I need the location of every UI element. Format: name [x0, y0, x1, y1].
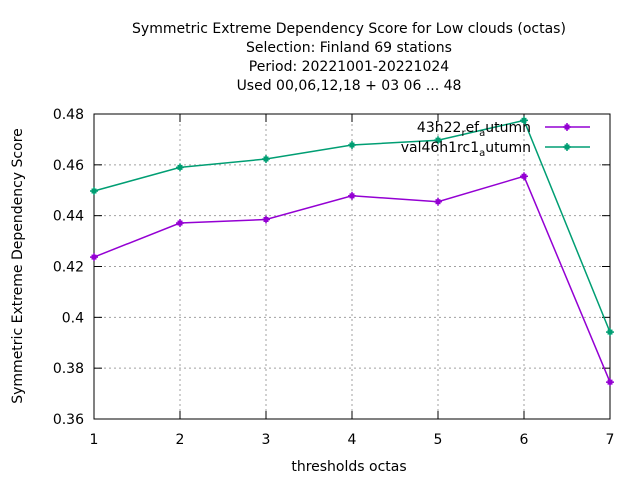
series-2	[90, 116, 614, 337]
legend-label: val46h1rc1autumn	[401, 140, 531, 159]
data-point	[563, 123, 571, 131]
data-point	[176, 219, 184, 228]
y-tick-label: 0.48	[53, 107, 84, 123]
data-point	[348, 141, 356, 150]
data-point	[262, 154, 270, 163]
data-point	[520, 172, 528, 181]
legend-item: 43h22refautumn	[417, 120, 590, 139]
x-tick-label: 5	[434, 432, 443, 448]
series-1	[90, 172, 614, 387]
data-point	[176, 163, 184, 172]
legend-label: 43h22refautumn	[417, 120, 531, 139]
data-point	[348, 191, 356, 200]
title-line: Period: 20221001-20221024	[249, 59, 449, 75]
data-point	[563, 143, 571, 151]
series	[90, 116, 614, 387]
x-tick-label: 7	[606, 432, 615, 448]
legend-item: val46h1rc1autumn	[401, 140, 590, 159]
x-tick-label: 6	[520, 432, 529, 448]
chart-title: Symmetric Extreme Dependency Score for L…	[132, 21, 566, 94]
y-tick-label: 0.44	[53, 209, 84, 225]
data-point	[434, 197, 442, 206]
data-point	[606, 378, 614, 387]
title-line: Symmetric Extreme Dependency Score for L…	[132, 21, 566, 37]
data-point	[606, 328, 614, 337]
x-tick-label: 4	[348, 432, 357, 448]
x-tick-label: 1	[90, 432, 99, 448]
data-point	[90, 187, 98, 196]
grid	[94, 114, 610, 419]
y-tick-label: 0.4	[62, 310, 84, 326]
axis-ticks: 0.36 0.38 0.4 0.42 0.44 0.46 0.48 1 2 3 4 5 6 7	[53, 107, 615, 448]
data-point	[434, 136, 442, 145]
y-axis-label: Symmetric Extreme Dependency Score	[10, 128, 26, 404]
y-tick-label: 0.36	[53, 412, 84, 428]
y-tick-label: 0.46	[53, 158, 84, 174]
data-point	[90, 253, 98, 262]
data-point	[520, 116, 528, 125]
x-tick-label: 2	[176, 432, 185, 448]
data-point	[262, 215, 270, 224]
y-tick-label: 0.42	[53, 260, 84, 276]
x-axis-label: thresholds octas	[291, 459, 406, 475]
title-line: Selection: Finland 69 stations	[246, 40, 452, 56]
title-line: Used 00,06,12,18 + 03 06 ... 48	[237, 78, 462, 94]
y-tick-label: 0.38	[53, 361, 84, 377]
x-tick-label: 3	[262, 432, 271, 448]
